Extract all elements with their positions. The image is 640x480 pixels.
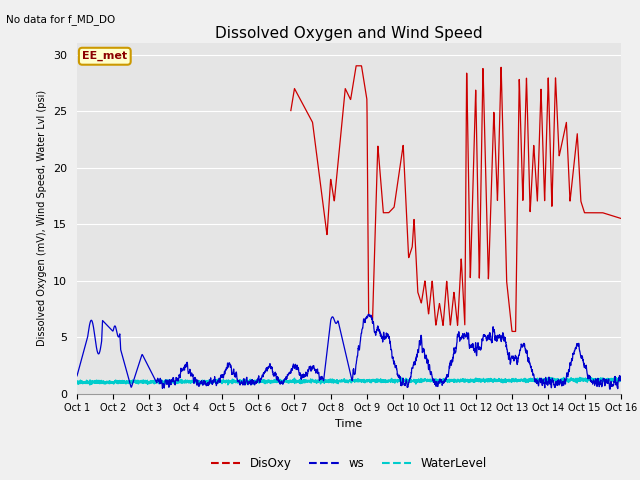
Legend: DisOxy, ws, WaterLevel: DisOxy, ws, WaterLevel — [206, 452, 492, 475]
Y-axis label: Dissolved Oxygen (mV), Wind Speed, Water Lvl (psi): Dissolved Oxygen (mV), Wind Speed, Water… — [37, 90, 47, 347]
Text: No data for f_MD_DO: No data for f_MD_DO — [6, 14, 116, 25]
X-axis label: Time: Time — [335, 419, 362, 429]
Title: Dissolved Oxygen and Wind Speed: Dissolved Oxygen and Wind Speed — [215, 25, 483, 41]
Text: EE_met: EE_met — [82, 51, 127, 61]
